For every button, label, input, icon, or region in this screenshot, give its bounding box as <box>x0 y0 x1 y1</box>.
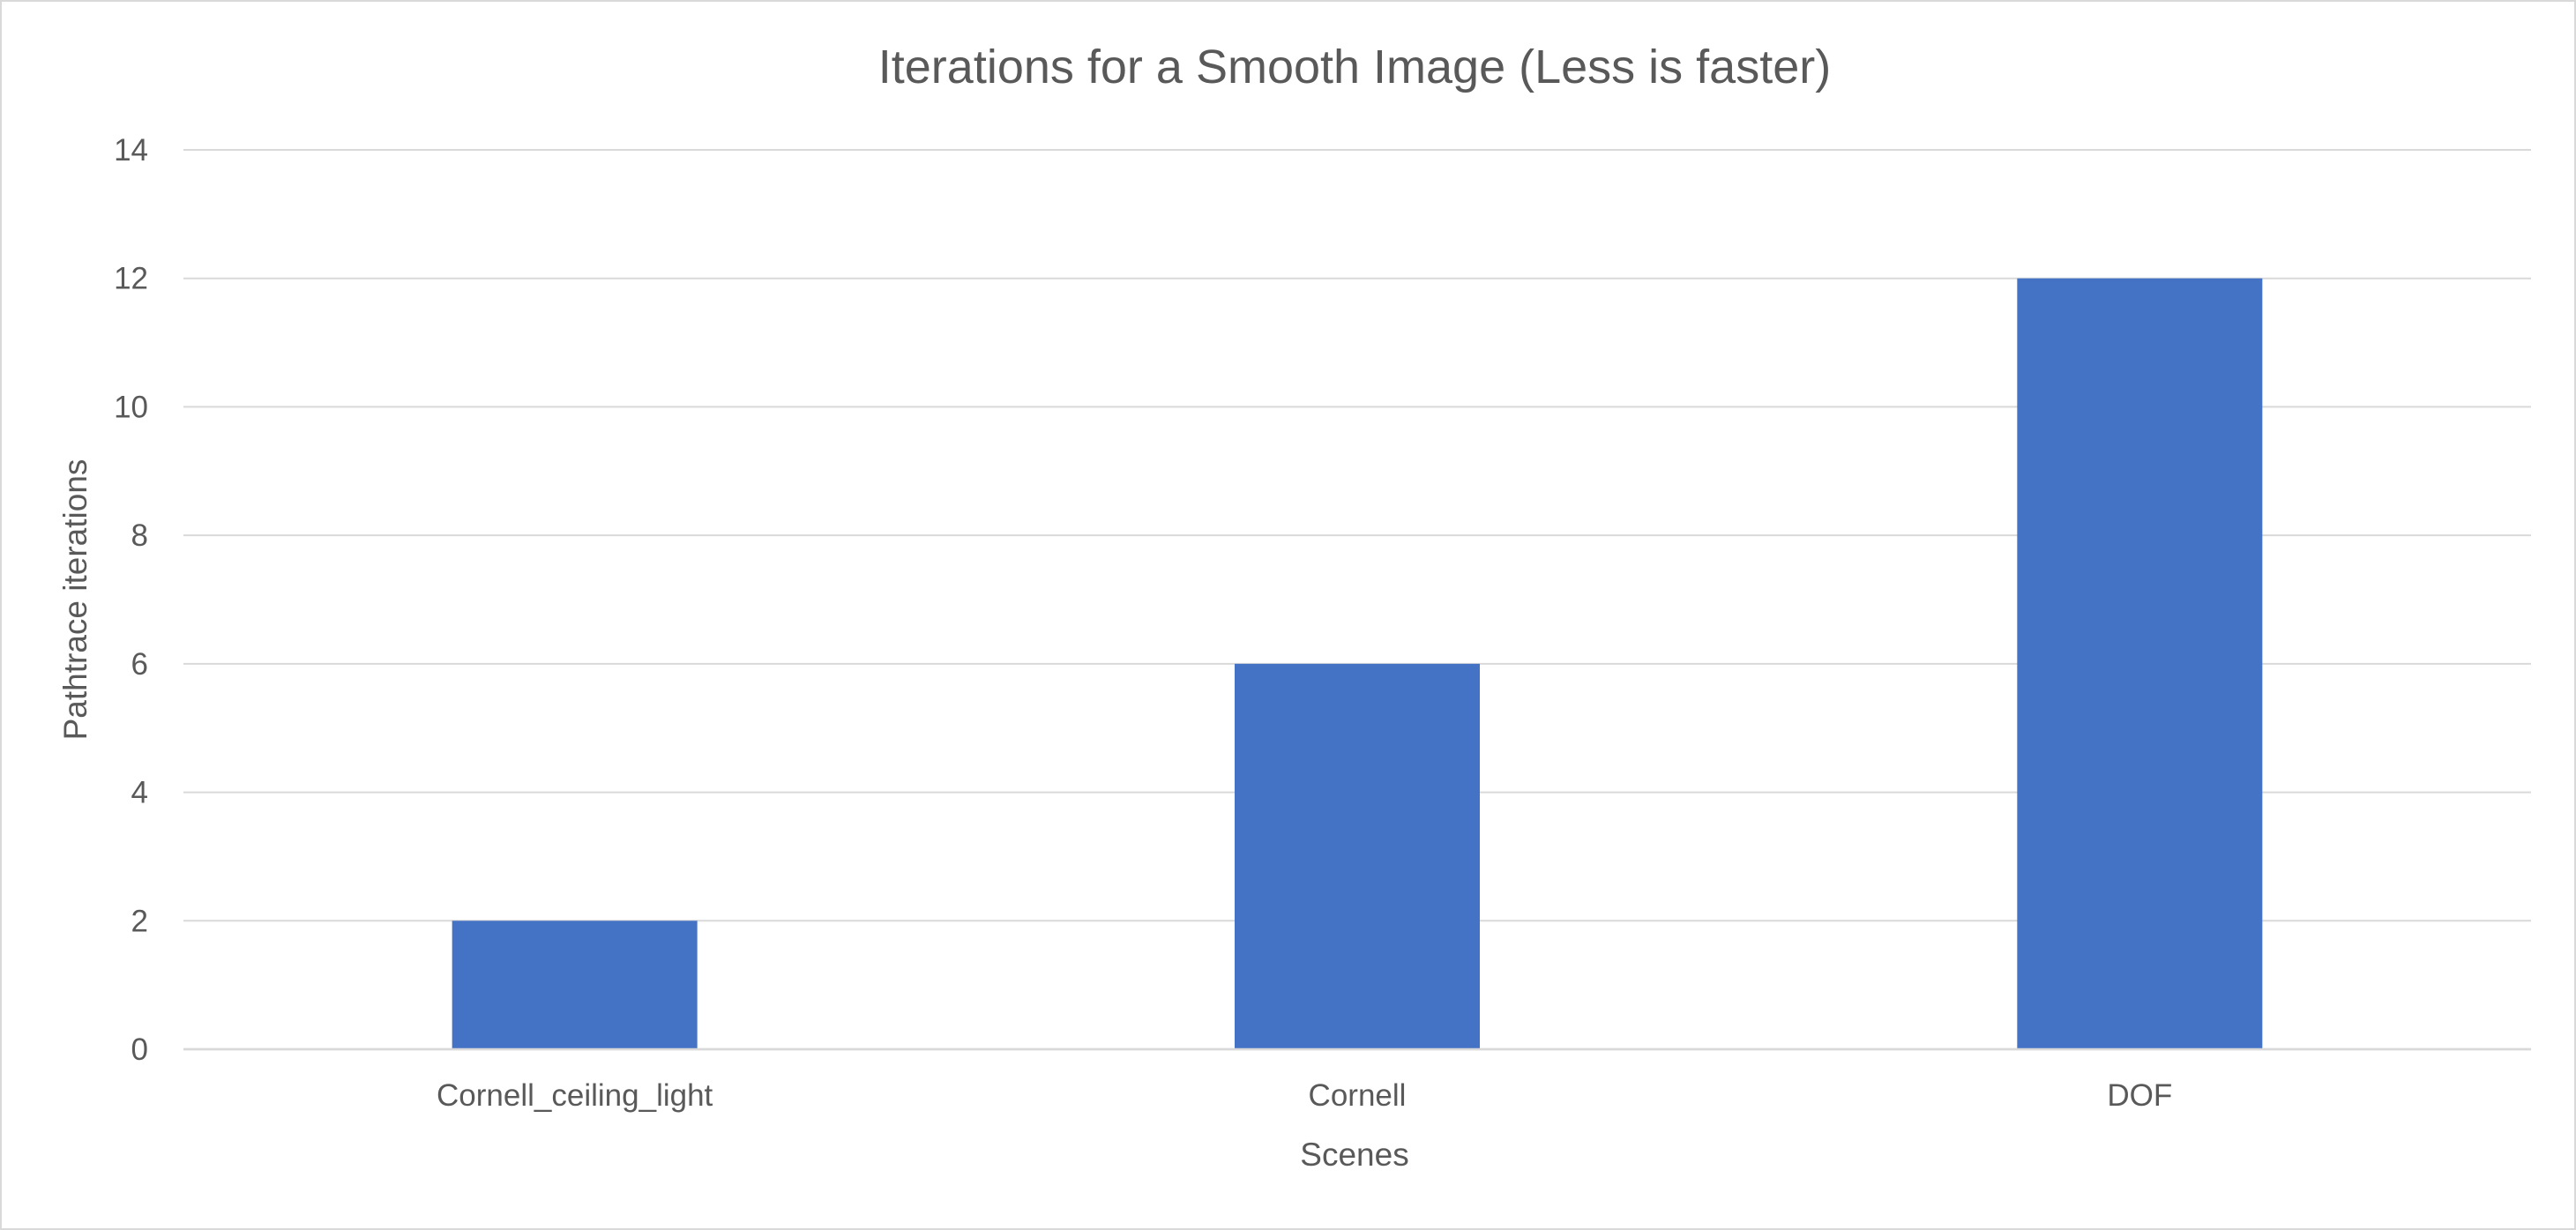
y-tick-label-6: 6 <box>131 647 148 682</box>
y-tick-label-12: 12 <box>114 262 148 296</box>
y-axis-title: Pathtrace iterations <box>57 459 93 741</box>
x-axis-title: Scenes <box>1300 1137 1408 1173</box>
x-tick-label-cornell-ceiling-light: Cornell_ceiling_light <box>437 1078 713 1113</box>
y-tick-label-10: 10 <box>114 390 148 424</box>
bar-cornell-ceiling-light <box>452 921 698 1049</box>
chart-title: Iterations for a Smooth Image (Less is f… <box>878 41 1831 93</box>
bar-dof <box>2017 278 2263 1049</box>
y-tick-label-14: 14 <box>114 133 148 168</box>
y-tick-label-4: 4 <box>131 776 148 810</box>
x-tick-label-dof: DOF <box>2107 1078 2172 1113</box>
x-axis-ticks: Cornell_ceiling_light Cornell DOF <box>437 1078 2172 1113</box>
x-tick-label-cornell: Cornell <box>1309 1078 1407 1113</box>
y-tick-label-0: 0 <box>131 1032 148 1067</box>
y-axis-ticks: 0 2 4 6 8 10 12 14 <box>114 133 148 1067</box>
y-tick-label-2: 2 <box>131 904 148 938</box>
y-tick-label-8: 8 <box>131 518 148 553</box>
bar-cornell <box>1235 663 1480 1049</box>
bars <box>183 278 2531 1051</box>
